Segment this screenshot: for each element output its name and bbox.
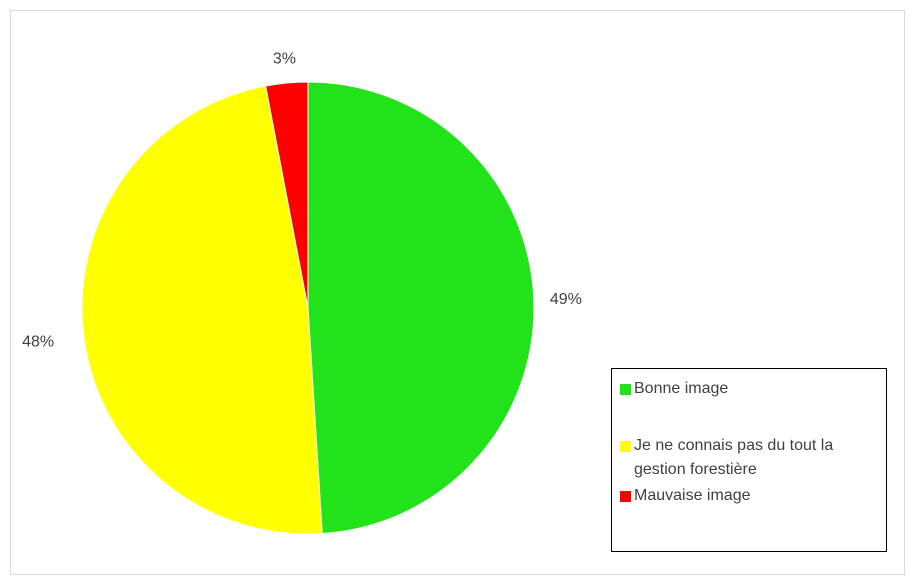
legend-label: Je ne connais pas du tout la gestion for… [634, 437, 834, 478]
chart-area: 49% 48% 3% Bonne image Je ne connais pas d… [10, 10, 905, 575]
legend-label: Mauvaise image [634, 487, 751, 504]
legend-swatch-bonne-image [620, 384, 631, 395]
pie-slice-je-ne-connais-pas [81, 85, 323, 535]
pie-slice-bonne-image [307, 81, 535, 535]
legend: Bonne image Je ne connais pas du tout la… [611, 368, 887, 552]
legend-swatch-je-ne-connais-pas [620, 441, 631, 452]
legend-item-mauvaise-image: Mauvaise image [620, 484, 882, 508]
pie-slice-mauvaise-image [265, 81, 309, 309]
legend-label: Bonne image [634, 380, 729, 397]
legend-item-je-ne-connais-pas: Je ne connais pas du tout la gestion for… [620, 434, 882, 482]
data-label-je-ne-connais-pas: 48% [22, 333, 54, 350]
legend-item-bonne-image: Bonne image [620, 377, 882, 401]
data-label-bonne-image: 49% [550, 291, 582, 308]
data-label-mauvaise-image: 3% [273, 50, 296, 67]
pie-chart: 49% 48% 3% [22, 50, 582, 535]
legend-swatch-mauvaise-image [620, 491, 631, 502]
